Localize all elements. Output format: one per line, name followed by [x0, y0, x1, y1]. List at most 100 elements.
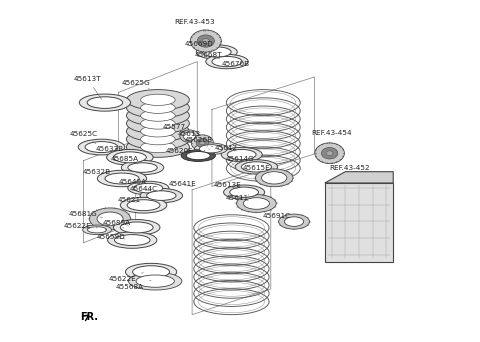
Ellipse shape: [107, 149, 153, 165]
Ellipse shape: [134, 183, 163, 193]
Ellipse shape: [183, 132, 195, 140]
Ellipse shape: [127, 200, 160, 211]
Ellipse shape: [132, 266, 169, 278]
Ellipse shape: [146, 191, 176, 200]
Ellipse shape: [97, 212, 123, 226]
Ellipse shape: [181, 150, 216, 161]
Ellipse shape: [221, 147, 262, 162]
Text: 45620F: 45620F: [166, 148, 193, 154]
Text: REF.43-454: REF.43-454: [312, 130, 352, 144]
Ellipse shape: [141, 134, 175, 145]
Ellipse shape: [136, 275, 174, 287]
Text: 45577: 45577: [163, 124, 187, 135]
Ellipse shape: [322, 147, 338, 159]
Ellipse shape: [126, 90, 190, 110]
Ellipse shape: [97, 170, 146, 187]
Ellipse shape: [108, 232, 157, 248]
Ellipse shape: [190, 30, 221, 52]
Text: 45626B: 45626B: [184, 137, 212, 146]
Ellipse shape: [186, 152, 210, 160]
Text: 45625G: 45625G: [121, 80, 150, 89]
Ellipse shape: [180, 130, 199, 142]
Ellipse shape: [78, 139, 125, 155]
Ellipse shape: [237, 195, 276, 212]
Ellipse shape: [243, 198, 269, 209]
Ellipse shape: [141, 110, 175, 121]
Text: REF.43-452: REF.43-452: [329, 165, 370, 171]
Text: 45659D: 45659D: [96, 234, 125, 240]
Text: 45622E: 45622E: [63, 223, 91, 229]
Ellipse shape: [228, 149, 256, 160]
Ellipse shape: [196, 139, 208, 147]
Ellipse shape: [203, 47, 231, 57]
Ellipse shape: [235, 160, 277, 174]
Text: 45633B: 45633B: [96, 146, 125, 155]
Ellipse shape: [192, 135, 214, 151]
Ellipse shape: [197, 35, 215, 47]
Ellipse shape: [262, 172, 287, 184]
Text: 45685A: 45685A: [110, 156, 138, 165]
Ellipse shape: [141, 94, 175, 106]
Text: 45632B: 45632B: [82, 169, 116, 176]
Polygon shape: [325, 183, 393, 262]
Text: 45611: 45611: [226, 195, 249, 201]
Ellipse shape: [194, 143, 228, 155]
Text: 45668T: 45668T: [195, 52, 222, 59]
Ellipse shape: [126, 129, 190, 149]
Ellipse shape: [125, 263, 177, 280]
Ellipse shape: [141, 126, 175, 137]
Ellipse shape: [126, 113, 190, 134]
Ellipse shape: [79, 94, 131, 111]
Text: FR.: FR.: [80, 312, 98, 323]
Ellipse shape: [85, 142, 118, 153]
Text: 45649A: 45649A: [118, 179, 146, 185]
Ellipse shape: [126, 121, 190, 142]
Text: 45622E: 45622E: [108, 273, 143, 282]
Ellipse shape: [126, 137, 190, 157]
Ellipse shape: [87, 227, 107, 233]
Ellipse shape: [128, 163, 157, 172]
Ellipse shape: [141, 118, 175, 129]
Text: 45613T: 45613T: [74, 76, 102, 99]
Ellipse shape: [121, 160, 164, 175]
Ellipse shape: [126, 97, 190, 118]
Ellipse shape: [115, 235, 150, 246]
Ellipse shape: [241, 162, 272, 172]
Ellipse shape: [199, 145, 223, 153]
Ellipse shape: [126, 105, 190, 126]
Text: 45612: 45612: [215, 145, 238, 151]
Ellipse shape: [141, 142, 175, 153]
Text: 45641E: 45641E: [168, 181, 196, 187]
Text: 45621: 45621: [117, 197, 141, 203]
Ellipse shape: [255, 169, 293, 187]
Text: 45691C: 45691C: [263, 213, 291, 219]
Ellipse shape: [212, 56, 242, 67]
Text: 45669D: 45669D: [185, 41, 213, 51]
Text: 45625C: 45625C: [69, 131, 97, 144]
Text: 45613E: 45613E: [213, 182, 241, 189]
Ellipse shape: [120, 222, 153, 233]
Ellipse shape: [224, 185, 264, 199]
Text: 45644C: 45644C: [130, 186, 157, 192]
Ellipse shape: [285, 217, 304, 226]
Ellipse shape: [140, 188, 182, 203]
Text: 45681G: 45681G: [68, 211, 103, 218]
Text: 45689A: 45689A: [102, 220, 130, 226]
Ellipse shape: [230, 187, 258, 197]
Polygon shape: [325, 172, 393, 183]
Ellipse shape: [196, 45, 237, 59]
Ellipse shape: [89, 208, 131, 230]
Ellipse shape: [315, 143, 344, 163]
Ellipse shape: [129, 272, 182, 290]
Ellipse shape: [128, 181, 169, 195]
Ellipse shape: [83, 225, 111, 235]
Ellipse shape: [113, 220, 160, 235]
Text: 45613: 45613: [177, 131, 200, 141]
Ellipse shape: [141, 102, 175, 114]
Ellipse shape: [279, 214, 310, 229]
Text: 45614G: 45614G: [226, 156, 254, 163]
Text: 45568A: 45568A: [116, 280, 151, 290]
Ellipse shape: [206, 54, 248, 69]
Ellipse shape: [113, 152, 146, 163]
Text: REF.43-453: REF.43-453: [175, 19, 215, 31]
